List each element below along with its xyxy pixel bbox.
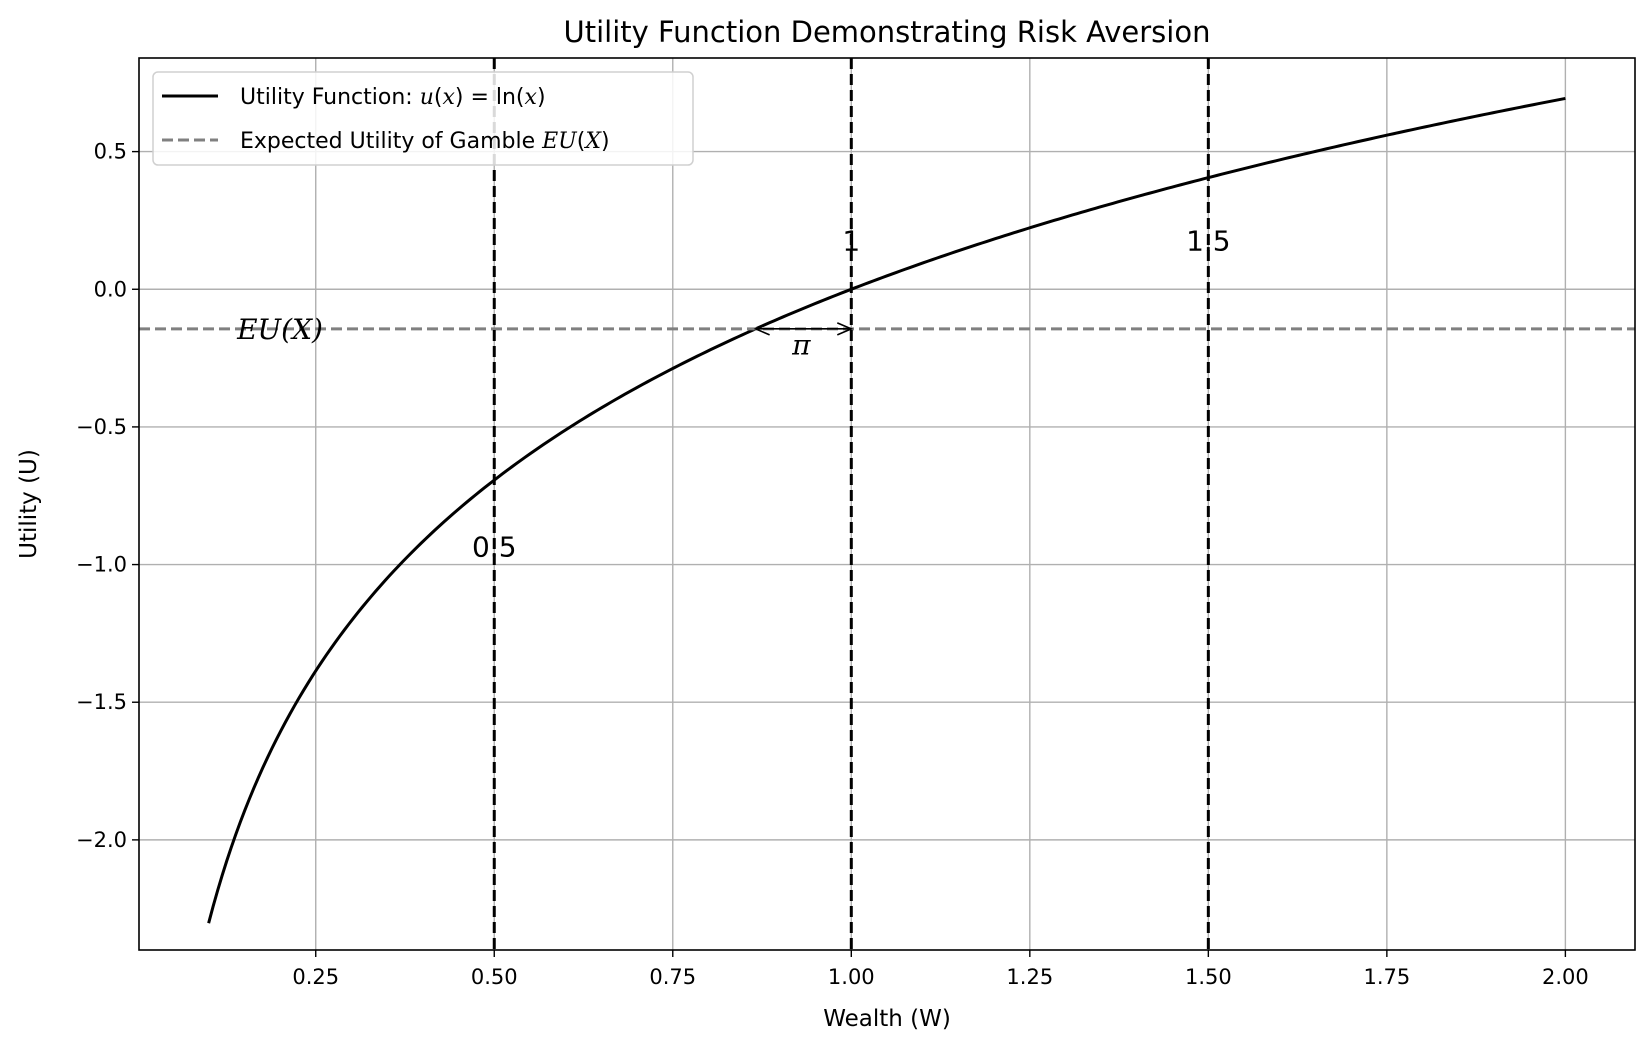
y-tick-label: 0.5 bbox=[94, 140, 127, 164]
x-axis-label: Wealth (W) bbox=[823, 1006, 951, 1032]
pi-arrow-head-right bbox=[836, 322, 854, 336]
legend-box bbox=[152, 71, 694, 166]
x-tick-label: 2.00 bbox=[1542, 965, 1589, 989]
x-tick-label: 1.75 bbox=[1363, 965, 1410, 989]
ticks: 0.25 0.50 0.75 1.00 1.25 1.50 1.75 2.00 0.5 0.0 −0… bbox=[76, 140, 1589, 989]
vertical-line-label: 1 bbox=[842, 225, 860, 258]
vertical-line-label: 1.5 bbox=[1186, 225, 1231, 258]
y-axis-label: Utility (U) bbox=[16, 449, 42, 559]
legend-label-utility: Utility Function: u(x) = ln(x) bbox=[240, 85, 546, 110]
x-tick-label: 0.50 bbox=[471, 965, 518, 989]
pi-annotation: π bbox=[791, 328, 811, 361]
legend: Utility Function: u(x) = ln(x) Expected … bbox=[152, 71, 694, 166]
utility-curve bbox=[207, 96, 1566, 924]
y-tick-label: −1.5 bbox=[76, 690, 127, 714]
y-tick-label: −1.0 bbox=[76, 553, 127, 577]
y-tick-label: −0.5 bbox=[76, 415, 127, 439]
eu-annotation: EU(X) bbox=[236, 313, 323, 346]
legend-label-expected-utility: Expected Utility of Gamble EU(X) bbox=[240, 129, 610, 154]
pi-arrow-head-left bbox=[753, 322, 770, 336]
x-tick-label: 1.50 bbox=[1185, 965, 1232, 989]
plot-area bbox=[139, 58, 1635, 950]
vertical-line-label: 0.5 bbox=[472, 530, 517, 563]
x-tick-label: 1.00 bbox=[828, 965, 875, 989]
y-tick-label: 0.0 bbox=[94, 277, 127, 301]
chart-title: Utility Function Demonstrating Risk Aver… bbox=[564, 15, 1211, 49]
x-tick-label: 1.25 bbox=[1006, 965, 1053, 989]
x-tick-label: 0.25 bbox=[292, 965, 339, 989]
x-tick-label: 0.75 bbox=[649, 965, 696, 989]
axes-frame bbox=[138, 57, 1636, 951]
y-tick-label: −2.0 bbox=[76, 828, 127, 852]
